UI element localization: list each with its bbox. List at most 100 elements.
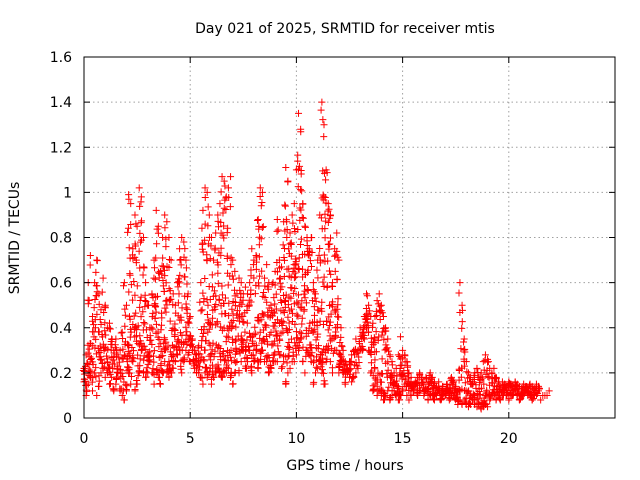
data-point <box>423 386 431 394</box>
data-point <box>286 364 294 372</box>
x-tick-labels: 0 5 10 15 20 <box>80 431 518 447</box>
data-point <box>297 235 305 243</box>
y-tick-label: 1 <box>63 185 72 201</box>
data-point <box>121 305 129 313</box>
data-point <box>473 364 481 372</box>
data-point <box>325 205 333 213</box>
data-point <box>295 109 303 117</box>
data-point <box>329 279 337 287</box>
data-point <box>229 322 237 330</box>
data-point <box>161 272 169 280</box>
data-point <box>269 308 277 316</box>
data-point <box>283 359 291 367</box>
data-point <box>316 317 324 325</box>
data-point <box>279 318 287 326</box>
data-point <box>378 331 386 339</box>
data-point <box>197 373 205 381</box>
data-point <box>354 364 362 372</box>
data-point <box>252 330 260 338</box>
data-point <box>317 214 325 222</box>
data-point <box>250 274 258 282</box>
data-point <box>278 319 286 327</box>
data-point <box>155 353 163 361</box>
data-point <box>394 396 402 404</box>
data-point <box>472 381 480 389</box>
data-point <box>259 223 267 231</box>
data-point <box>184 318 192 326</box>
data-point <box>203 256 211 264</box>
data-point <box>118 328 126 336</box>
data-point <box>122 301 130 309</box>
data-point <box>84 349 92 357</box>
data-point <box>152 293 160 301</box>
data-point <box>232 336 240 344</box>
data-point <box>256 272 264 280</box>
data-point <box>86 252 94 260</box>
data-point <box>239 338 247 346</box>
data-point <box>154 292 162 300</box>
data-point <box>184 290 192 298</box>
data-point <box>212 301 220 309</box>
data-point <box>323 343 331 351</box>
data-point <box>326 211 334 219</box>
data-point <box>199 380 207 388</box>
data-point <box>143 364 151 372</box>
data-point <box>285 352 293 360</box>
data-point <box>224 333 232 341</box>
data-point <box>148 341 156 349</box>
data-point <box>272 290 280 298</box>
data-point <box>140 319 148 327</box>
data-point <box>183 305 191 313</box>
data-point <box>218 291 226 299</box>
data-point <box>258 224 266 232</box>
data-point <box>199 289 207 297</box>
data-point <box>218 173 226 181</box>
data-point <box>333 305 341 313</box>
data-point <box>370 334 378 342</box>
data-point <box>156 373 164 381</box>
data-point <box>229 256 237 264</box>
data-point <box>404 370 412 378</box>
data-point <box>121 322 129 330</box>
data-point <box>151 275 159 283</box>
data-point <box>225 299 233 307</box>
data-point <box>217 323 225 331</box>
data-point <box>484 403 492 411</box>
data-point <box>221 294 229 302</box>
data-point <box>439 382 447 390</box>
data-point <box>396 333 404 341</box>
data-point <box>271 300 279 308</box>
data-point <box>283 233 291 241</box>
data-point <box>214 223 222 231</box>
data-point <box>149 325 157 333</box>
data-point <box>371 312 379 320</box>
data-point <box>246 279 254 287</box>
data-point <box>91 344 99 352</box>
data-point <box>287 252 295 260</box>
data-point <box>273 316 281 324</box>
data-point <box>379 396 387 404</box>
data-point <box>203 310 211 318</box>
data-point <box>309 279 317 287</box>
data-point <box>254 215 262 223</box>
data-point <box>200 295 208 303</box>
data-point <box>284 301 292 309</box>
data-point <box>283 225 291 233</box>
data-point <box>98 356 106 364</box>
data-point <box>337 324 345 332</box>
data-point <box>214 269 222 277</box>
data-point <box>93 391 101 399</box>
data-point <box>275 275 283 283</box>
data-point <box>297 167 305 175</box>
y-tick-label: 0.8 <box>50 231 72 247</box>
data-point <box>126 271 134 279</box>
y-tick-label: 0.4 <box>50 321 72 337</box>
data-point <box>307 234 315 241</box>
data-point <box>227 173 235 181</box>
data-point <box>364 322 372 330</box>
data-point <box>296 303 304 311</box>
data-point <box>182 264 190 272</box>
data-point <box>240 318 248 326</box>
data-point <box>251 323 259 331</box>
data-point <box>399 387 407 395</box>
